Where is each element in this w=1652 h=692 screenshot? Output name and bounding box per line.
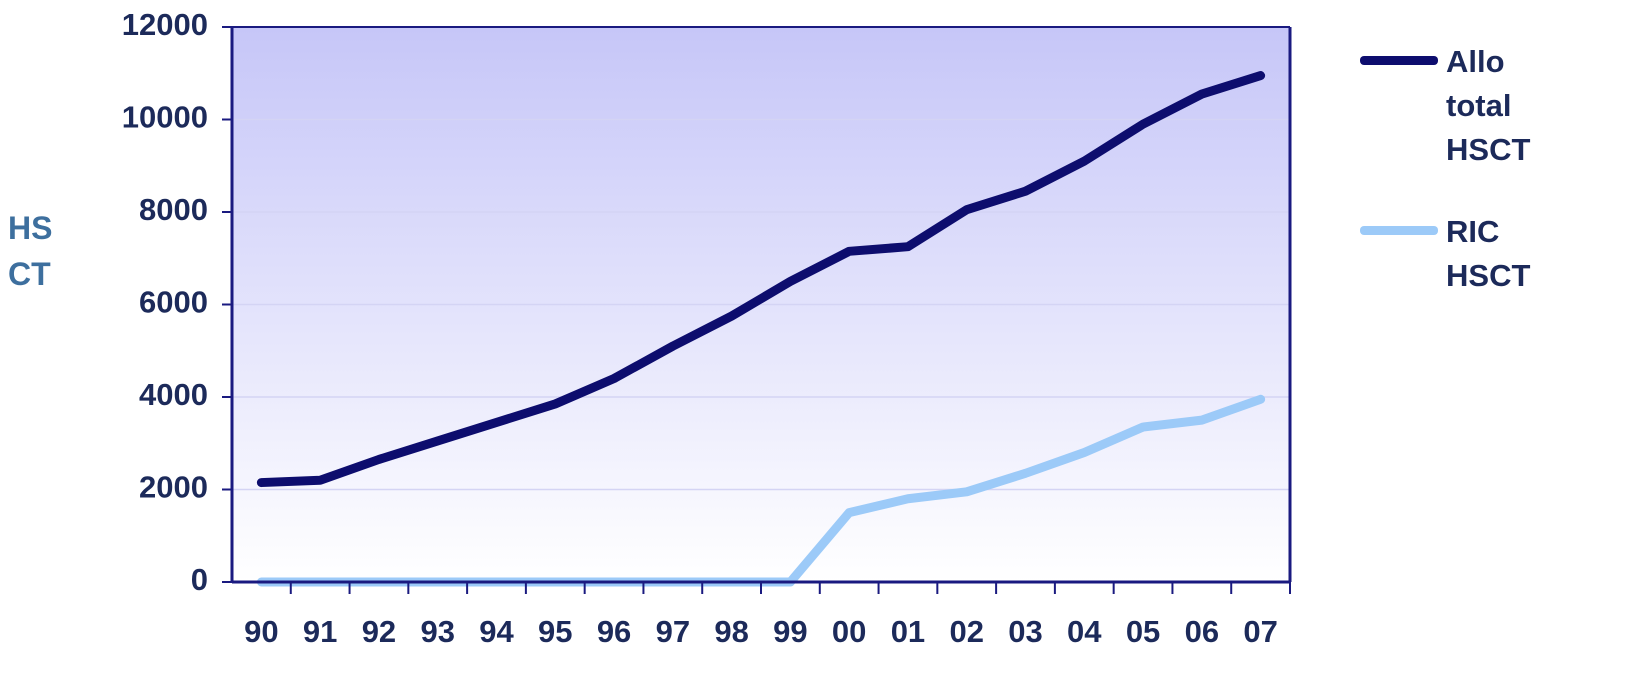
x-tick-label: 91 bbox=[303, 614, 337, 649]
y-tick-label: 4000 bbox=[139, 377, 208, 412]
x-tick-label: 94 bbox=[479, 614, 514, 649]
y-tick-label: 12000 bbox=[122, 7, 208, 42]
legend-label: RIC HSCT bbox=[1446, 214, 1531, 293]
y-tick-label: 10000 bbox=[122, 100, 208, 135]
legend-label: Allo total HSCT bbox=[1446, 44, 1531, 167]
x-tick-label: 90 bbox=[244, 614, 278, 649]
x-tick-label: 96 bbox=[597, 614, 631, 649]
x-tick-label: 00 bbox=[832, 614, 866, 649]
legend-swatch bbox=[1360, 56, 1438, 65]
y-tick-label: 6000 bbox=[139, 285, 208, 320]
series-line bbox=[256, 71, 1266, 488]
x-tick-label: 05 bbox=[1126, 614, 1160, 649]
x-tick-label: 92 bbox=[362, 614, 396, 649]
x-tick-label: 02 bbox=[949, 614, 983, 649]
x-tick-label: 93 bbox=[420, 614, 454, 649]
legend-swatch bbox=[1360, 226, 1438, 235]
y-axis-label: HSCT bbox=[8, 210, 53, 292]
x-tick-label: 06 bbox=[1185, 614, 1219, 649]
x-tick-label: 03 bbox=[1008, 614, 1042, 649]
y-tick-label: 2000 bbox=[139, 470, 208, 505]
x-tick-label: 04 bbox=[1067, 614, 1102, 649]
y-tick-label: 0 bbox=[191, 562, 208, 597]
y-tick-label: 8000 bbox=[139, 192, 208, 227]
x-tick-label: 07 bbox=[1243, 614, 1277, 649]
x-tick-label: 99 bbox=[773, 614, 807, 649]
x-tick-label: 97 bbox=[656, 614, 690, 649]
x-tick-label: 01 bbox=[891, 614, 925, 649]
x-tick-label: 98 bbox=[714, 614, 748, 649]
x-tick-label: 95 bbox=[538, 614, 572, 649]
